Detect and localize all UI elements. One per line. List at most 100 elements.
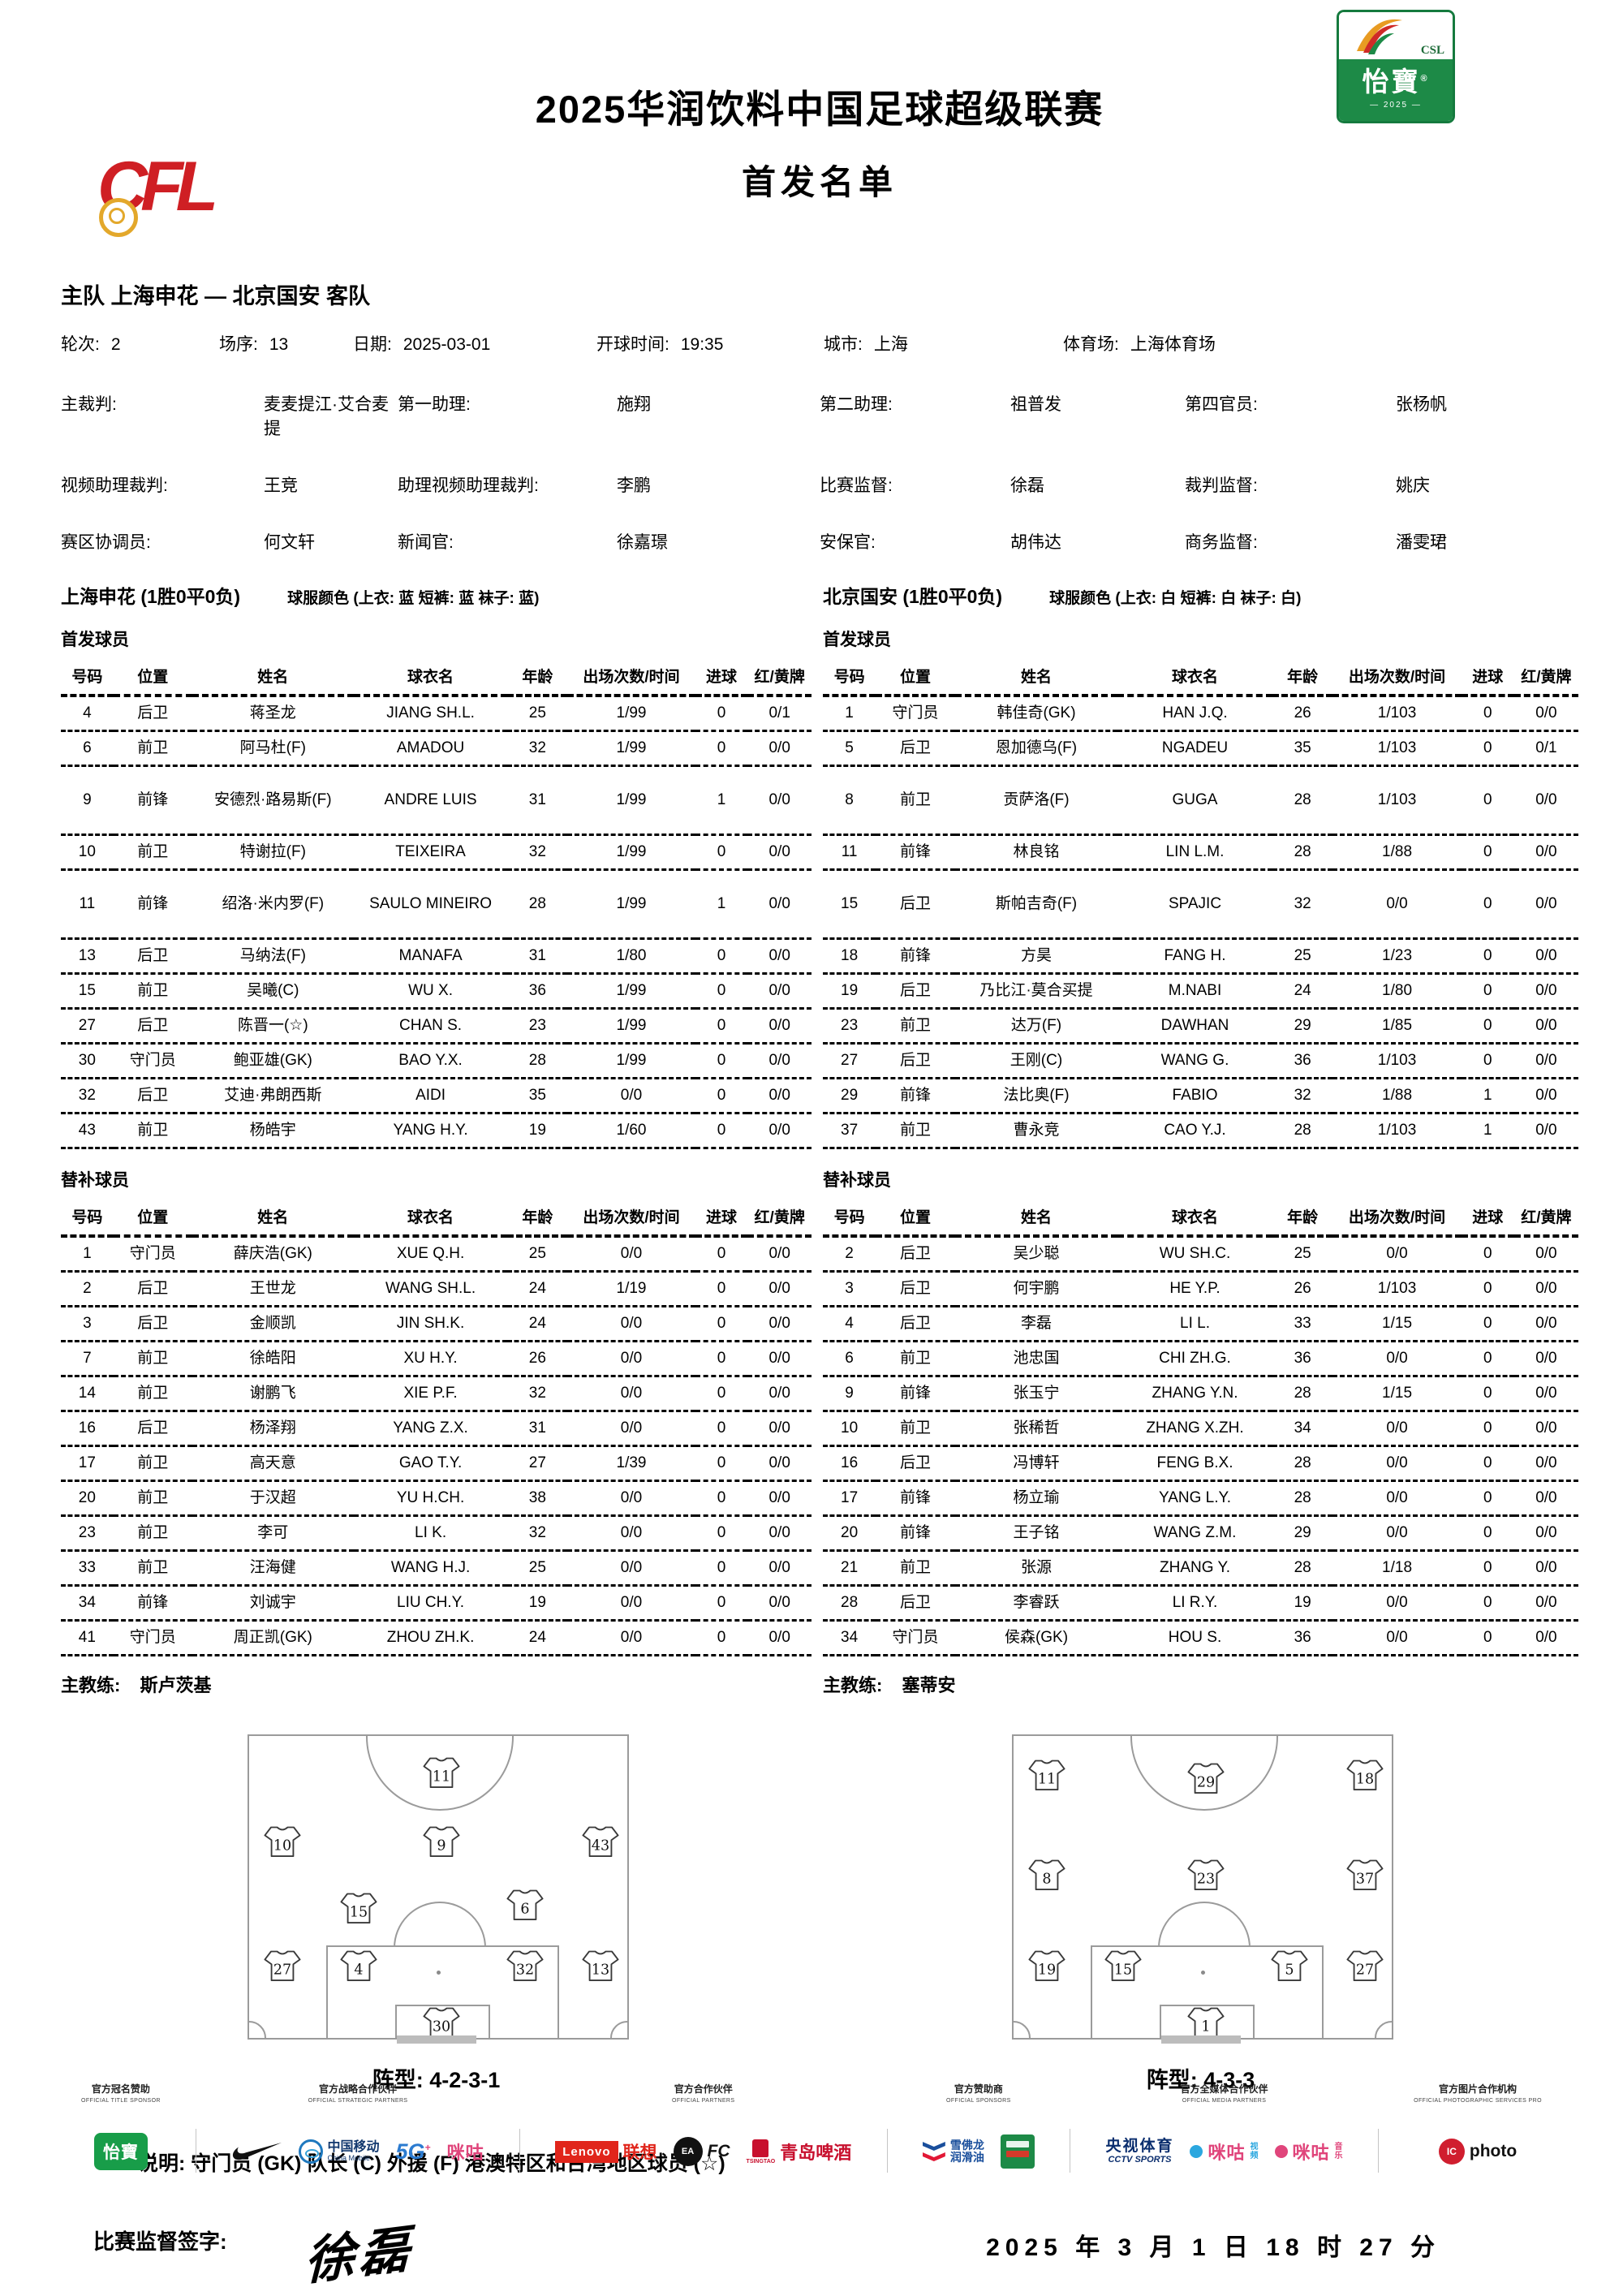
official-label: 助理视频助理裁判: (398, 476, 539, 495)
table-cell: 0/0 (747, 1411, 812, 1447)
table-cell: 35 (507, 1078, 568, 1114)
table-cell: 后卫 (876, 973, 955, 1010)
table-cell: 0/0 (1513, 1620, 1578, 1656)
svg-text:9: 9 (437, 1838, 446, 1854)
official-name: 徐嘉璟 (617, 533, 668, 552)
away-team-header: 北京国安 (1胜0平0负) 球服颜色 (上衣: 白 短裤: 白 袜子: 白) (823, 581, 1578, 609)
table-cell: 1/19 (567, 1271, 695, 1307)
table-row: 23 前卫 达万(F) DAWHAN 29 1/85 0 0/0 (823, 1008, 1578, 1045)
jersey-icon: 1 (1187, 2007, 1225, 2038)
table-cell: 前锋 (876, 938, 955, 975)
table-cell: M.NABI (1117, 973, 1272, 1010)
table-cell: 1/88 (1332, 1078, 1462, 1114)
sponsor-logo-cmcc: 中国移动 China Mobile (298, 2139, 380, 2164)
table-row: 10 前卫 特谢拉(F) TEIXEIRA 32 1/99 0 0/0 (61, 834, 812, 871)
table-cell: 守门员 (113, 1043, 192, 1079)
away-pitch-field: 11 29 18 8 23 37 19 15 5 27 1 (1011, 1734, 1393, 2040)
5g-logo: 5G+ (395, 2139, 431, 2164)
player-jersey-10: 10 (264, 1824, 302, 1859)
table-cell: 27 (507, 1445, 568, 1482)
table-cell: 前锋 (876, 1480, 955, 1517)
official-name: 潘雯珺 (1396, 533, 1447, 552)
player-jersey-9: 9 (423, 1824, 461, 1859)
table-cell: ZHOU ZH.K. (353, 1620, 508, 1656)
table-cell: 20 (823, 1515, 876, 1552)
table-cell: CAO Y.J. (1117, 1113, 1272, 1149)
table-cell: FABIO (1117, 1078, 1272, 1114)
table-cell: 0/0 (747, 730, 812, 767)
official-label: 新闻官: (398, 533, 454, 552)
table-cell: 汪海健 (192, 1550, 354, 1587)
china-mobile-icon (298, 2139, 323, 2164)
table-cell: 0 (695, 1585, 748, 1622)
sponsor-category-en: OFFICIAL SPONSORS (946, 2098, 1011, 2104)
table-cell: 0 (1461, 1236, 1514, 1273)
official-name: 麦麦提江·艾合麦提 (264, 395, 389, 438)
ic-photo-text: photo (1469, 2142, 1518, 2160)
table-cell: 0 (1461, 1515, 1514, 1552)
table-cell: 0 (1461, 696, 1514, 732)
table-cell: DAWHAN (1117, 1008, 1272, 1045)
table-cell: ZHANG X.ZH. (1117, 1411, 1272, 1447)
table-cell: 后卫 (876, 869, 955, 940)
player-jersey-6: 6 (506, 1888, 544, 1922)
table-cell: 后卫 (876, 1043, 955, 1079)
home-subs-table: 号码 位置 姓名 球衣名 年龄 出场次数/时间 进球 红/黄牌 1 守门员 薛庆浩(GK) XUE Q… (61, 1191, 812, 1656)
sponsor-logos-row: IC photo (1438, 2126, 1518, 2177)
table-cell: 0/0 (567, 1341, 695, 1377)
player-jersey-18: 18 (1345, 1758, 1384, 1792)
svg-text:27: 27 (273, 1962, 291, 1978)
table-cell: ANDRE LUIS (353, 765, 508, 836)
svg-text:5: 5 (1285, 1962, 1294, 1978)
home-pitch-field: 11 10 9 43 15 6 27 4 32 13 30 (247, 1734, 629, 2040)
match-info-value: 上海体育场 (1130, 335, 1216, 354)
table-cell: 前卫 (876, 1411, 955, 1447)
table-row: 19 后卫 乃比江·莫合买提 M.NABI 24 1/80 0 0/0 (823, 973, 1578, 1010)
official-label: 第四官员: (1185, 395, 1258, 414)
table-cell: 25 (507, 696, 568, 732)
table-cell: 后卫 (876, 1271, 955, 1307)
table-cell: 0/0 (747, 1620, 812, 1656)
sponsor-logo-lenovo: Lenovo 联想 (555, 2139, 657, 2164)
column-header: 位置 (113, 659, 192, 697)
corner-arc (1013, 2021, 1031, 2038)
table-cell: 何宇鹏 (954, 1271, 1118, 1307)
table-cell: 杨立瑜 (954, 1480, 1118, 1517)
column-header: 号码 (823, 1200, 876, 1238)
table-cell: 艾迪·弗朗西斯 (192, 1078, 354, 1114)
home-coach-name: 斯卢茨基 (140, 1675, 212, 1695)
table-cell: 池忠国 (954, 1341, 1118, 1377)
table-cell: 33 (61, 1550, 114, 1587)
table-cell: 15 (823, 869, 876, 940)
table-cell: 0/0 (747, 938, 812, 975)
table-cell: 守门员 (113, 1620, 192, 1656)
table-cell: 0/0 (1513, 1585, 1578, 1622)
sponsor-logo-eafc: EA FC (673, 2137, 730, 2166)
csl-brand: 怡寶® (1362, 67, 1430, 97)
table-row: 13 后卫 马纳法(F) MANAFA 31 1/80 0 0/0 (61, 938, 812, 975)
table-cell: 0 (695, 973, 748, 1010)
5g-plus: + (424, 2141, 431, 2153)
table-cell: 1/99 (567, 973, 695, 1010)
table-cell: 32 (507, 834, 568, 871)
table-header-row: 号码 位置 姓名 球衣名 年龄 出场次数/时间 进球 红/黄牌 (823, 1200, 1578, 1238)
table-cell: 28 (1272, 1480, 1333, 1517)
sponsor-logo-yibao: 怡寶 (93, 2133, 148, 2170)
table-cell: 0 (1461, 1445, 1514, 1482)
column-header: 姓名 (192, 1200, 354, 1238)
ea-sports-icon: EA (673, 2137, 703, 2166)
table-cell: 0/0 (747, 765, 812, 836)
table-cell: 32 (1272, 869, 1333, 940)
table-cell: 20 (61, 1480, 114, 1517)
sponsor-logo-nike (232, 2142, 282, 2161)
column-header: 位置 (113, 1200, 192, 1238)
table-cell: 0/0 (1513, 1445, 1578, 1482)
team-headers: 上海申花 (1胜0平0负) 球服颜色 (上衣: 蓝 短裤: 蓝 袜子: 蓝) 北… (61, 554, 1578, 609)
svg-text:13: 13 (592, 1962, 609, 1978)
table-row: 6 前卫 池忠国 CHI ZH.G. 36 0/0 0 0/0 (823, 1341, 1578, 1377)
table-row: 33 前卫 汪海健 WANG H.J. 25 0/0 0 0/0 (61, 1550, 812, 1587)
table-cell: 33 (1272, 1306, 1333, 1342)
sponsor-group: 官方全媒体合作伙伴 OFFICIAL MEDIA PARTNERS 央视体育 CCTV… (1105, 2082, 1342, 2177)
match-info-item: 城市: 上海 (824, 331, 1063, 355)
table-cell: HOU S. (1117, 1620, 1272, 1656)
